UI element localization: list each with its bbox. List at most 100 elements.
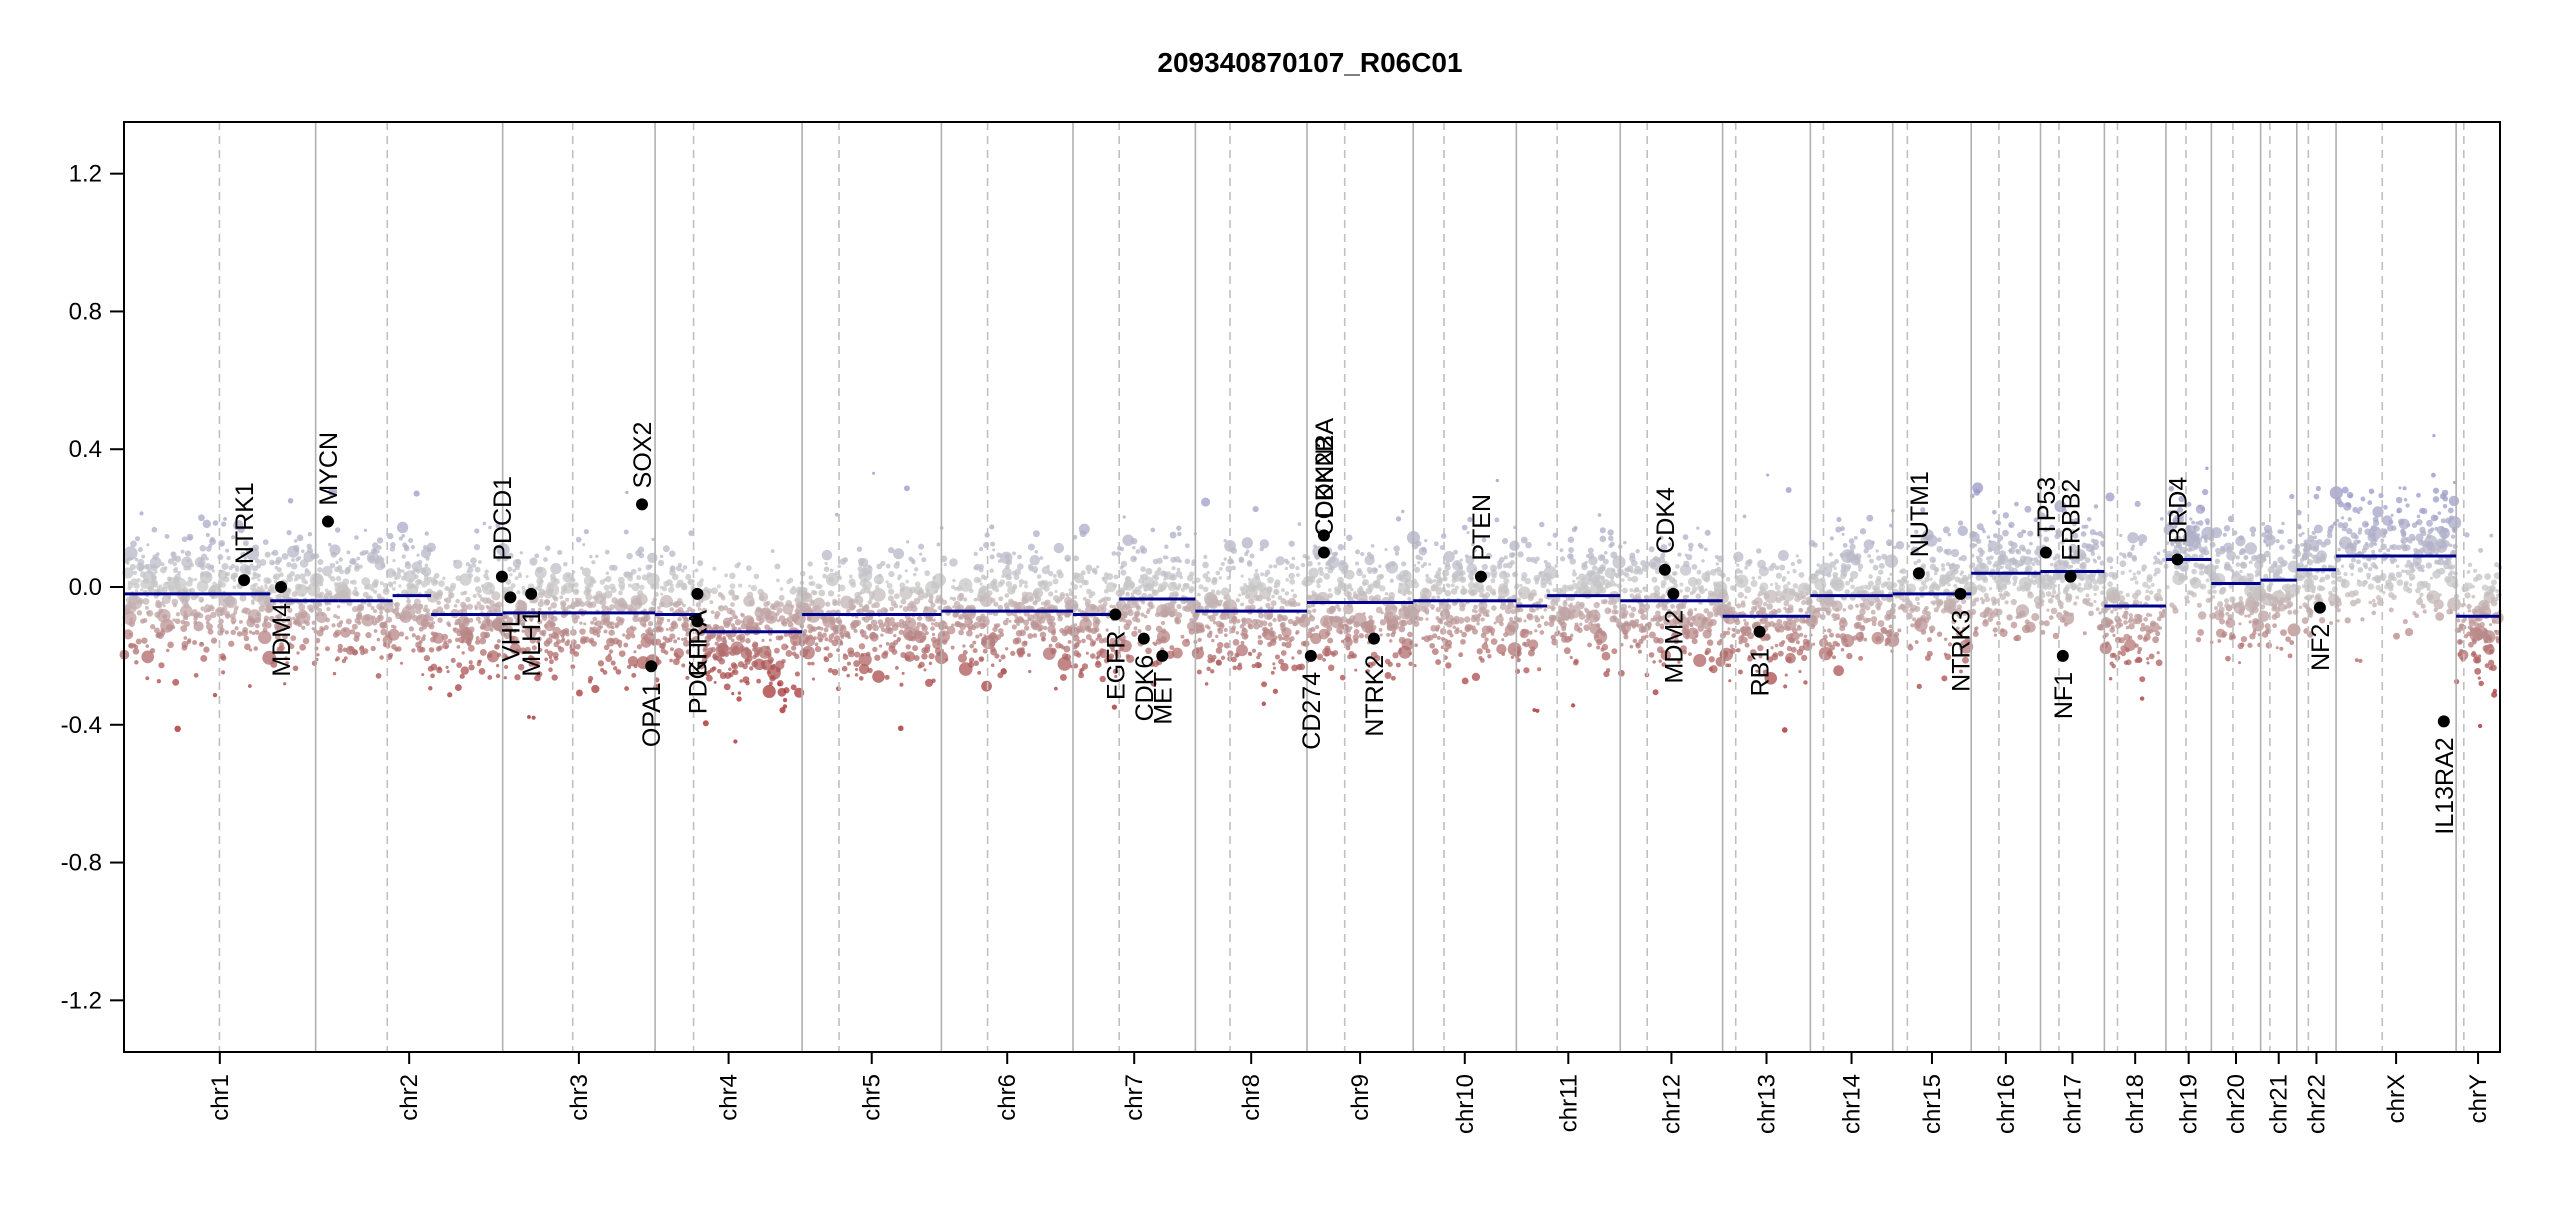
probe-point [1866, 514, 1874, 522]
probe-point [1077, 608, 1082, 613]
probe-point [1324, 645, 1331, 652]
probe-point [376, 549, 380, 554]
probe-point [1560, 607, 1568, 614]
probe-point [949, 558, 958, 567]
probe-point [941, 639, 948, 645]
probe-point [1631, 575, 1639, 583]
probe-point [413, 584, 419, 590]
probe-point [1150, 527, 1156, 533]
probe-point [1524, 577, 1531, 585]
probe-point [791, 585, 796, 591]
probe-point [1032, 530, 1040, 538]
probe-point [1113, 574, 1119, 580]
probe-point [1777, 550, 1789, 562]
probe-point [589, 554, 593, 559]
probe-point [514, 648, 521, 655]
probe-point [1521, 572, 1528, 579]
probe-point [579, 566, 584, 571]
probe-point [1001, 574, 1005, 579]
probe-point [1459, 629, 1463, 634]
probe-point [392, 586, 396, 591]
probe-point [370, 606, 375, 611]
probe-point [1699, 544, 1704, 550]
probe-point [1051, 629, 1057, 635]
probe-point [669, 601, 674, 606]
probe-point [245, 565, 252, 573]
probe-point [981, 680, 992, 692]
probe-point [254, 623, 260, 629]
probe-point [275, 593, 282, 601]
probe-point [330, 576, 336, 582]
probe-point [417, 614, 423, 620]
probe-point [242, 540, 249, 547]
probe-point [1839, 552, 1845, 558]
probe-point [189, 578, 194, 583]
probe-point [602, 670, 608, 675]
probe-point [1576, 579, 1589, 591]
probe-point [235, 567, 240, 573]
probe-point [617, 619, 624, 626]
probe-point [1280, 650, 1287, 656]
probe-point [591, 626, 598, 633]
probe-point [729, 590, 735, 595]
probe-point [1261, 701, 1267, 706]
probe-point [1095, 637, 1099, 641]
probe-point [1652, 689, 1659, 696]
probe-point [1029, 554, 1040, 566]
probe-point [458, 623, 466, 630]
probe-point [1499, 556, 1505, 563]
probe-point [1535, 556, 1540, 562]
probe-point [666, 579, 673, 586]
probe-point [1586, 610, 1594, 618]
probe-point [902, 620, 907, 626]
probe-point [777, 682, 782, 687]
probe-point [936, 542, 941, 547]
probe-point [1240, 640, 1245, 645]
probe-point [1408, 661, 1413, 667]
probe-point [285, 616, 293, 623]
probe-point [662, 545, 670, 553]
probe-point [839, 595, 854, 609]
probe-point [522, 614, 528, 620]
probe-point [1176, 620, 1180, 624]
probe-point [491, 591, 501, 601]
probe-point [790, 645, 797, 651]
probe-point [474, 585, 482, 593]
probe-point [637, 602, 642, 607]
probe-point [1218, 576, 1222, 580]
probe-point [424, 531, 429, 536]
probe-point [220, 655, 227, 661]
probe-point [551, 631, 559, 639]
probe-point [1605, 668, 1611, 673]
probe-point [1081, 638, 1086, 644]
probe-point [183, 620, 190, 627]
probe-point [223, 516, 227, 521]
probe-point [1490, 632, 1495, 636]
probe-point [401, 554, 406, 559]
probe-point [1196, 592, 1201, 597]
probe-point [899, 582, 906, 589]
probe-point [897, 725, 904, 732]
probe-point [1751, 576, 1756, 580]
probe-point [656, 617, 664, 625]
probe-point [1222, 602, 1229, 609]
probe-point [837, 564, 842, 569]
probe-point [581, 567, 591, 577]
probe-point [1439, 628, 1447, 635]
probe-point [647, 627, 652, 632]
probe-point [1189, 618, 1194, 623]
probe-point [1185, 638, 1190, 643]
probe-point [1017, 601, 1021, 606]
probe-point [1162, 555, 1168, 560]
probe-point [445, 665, 449, 669]
probe-point [1034, 600, 1038, 604]
probe-point [574, 597, 579, 601]
probe-point [639, 584, 645, 590]
probe-point [885, 563, 891, 569]
probe-point [802, 592, 813, 603]
probe-point [1799, 590, 1804, 595]
probe-point [536, 671, 543, 678]
probe-point [1175, 570, 1183, 578]
probe-point [1361, 574, 1367, 579]
probe-point [356, 607, 362, 613]
